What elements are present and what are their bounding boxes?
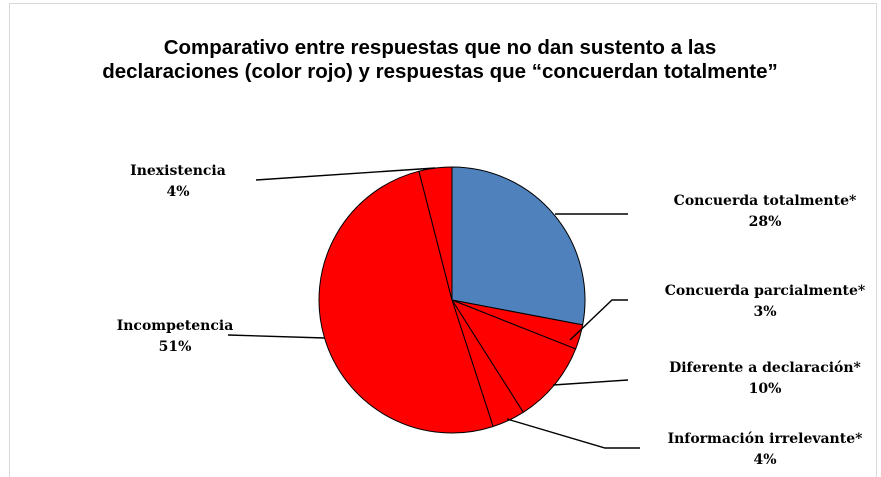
- slice-value-1: 28%: [749, 214, 782, 230]
- leader-line-5: [227, 334, 326, 339]
- pie-slice-1: [451, 166, 586, 326]
- slice-value-6: 4%: [166, 184, 189, 200]
- slice-value-2: 3%: [753, 304, 776, 320]
- leader-line-3: [552, 379, 629, 386]
- leader-line-6: [255, 167, 436, 181]
- slice-value-3: 10%: [749, 381, 782, 397]
- leader-line-2: [569, 299, 628, 341]
- slice-label-6: Inexistencia: [130, 163, 226, 179]
- slice-label-4: Información irrelevante*: [668, 431, 864, 447]
- slice-label-1: Concuerda totalmente*: [674, 193, 857, 209]
- slice-value-5: 51%: [159, 339, 192, 355]
- pie-slice-6: [418, 166, 453, 301]
- slice-label-3: Diferente a declaración*: [669, 360, 861, 376]
- chart-title: Comparativo entre respuestas que no dan …: [102, 36, 778, 83]
- slice-label-2: Concuerda parcialmente*: [665, 283, 866, 299]
- slice-label-5: Incompetencia: [117, 318, 234, 334]
- pie-slice-5: [318, 170, 494, 434]
- leader-line-4: [506, 418, 640, 449]
- slice-value-4: 4%: [753, 452, 776, 468]
